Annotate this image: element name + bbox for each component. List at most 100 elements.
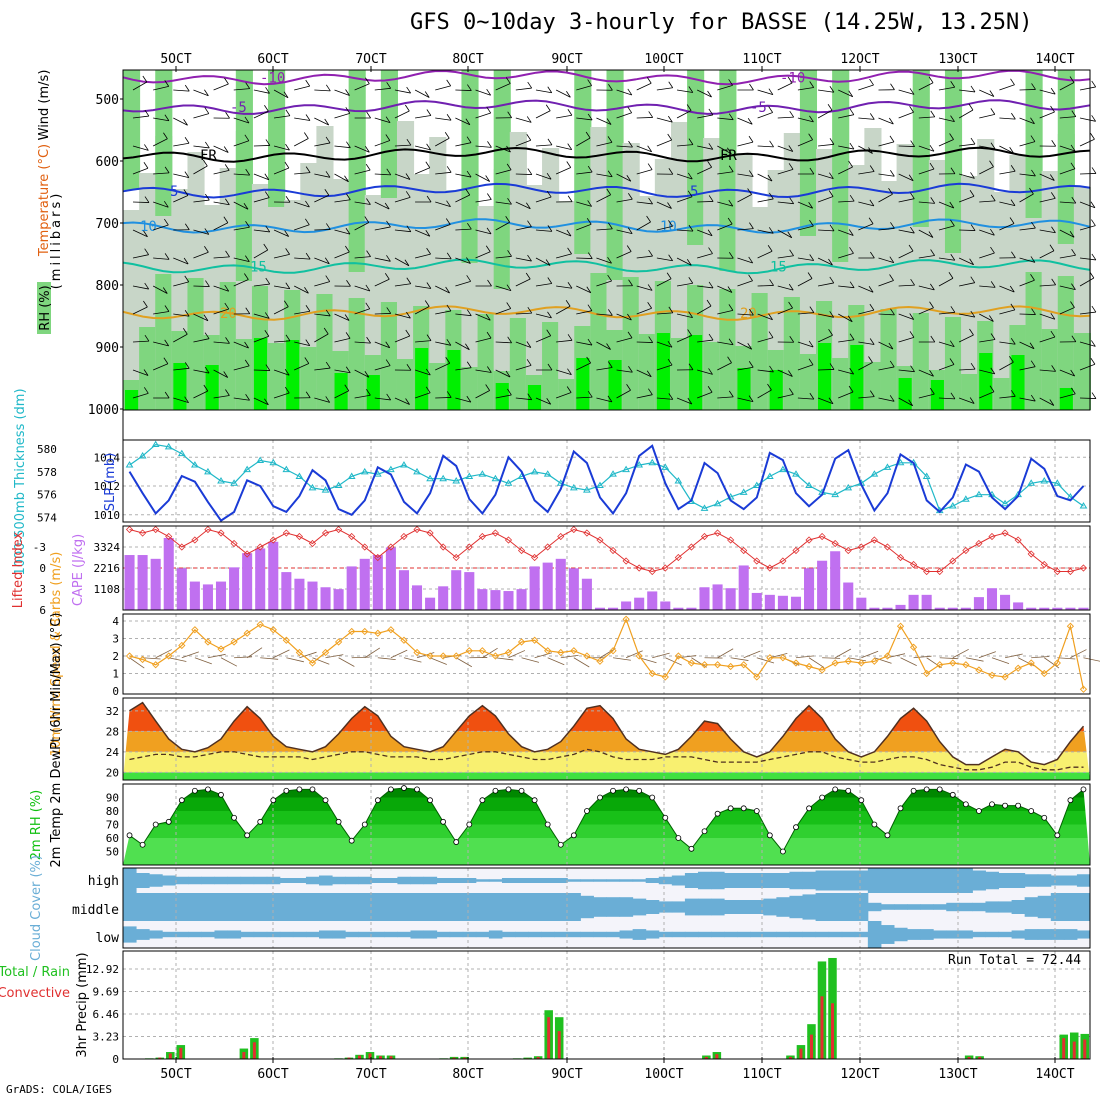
wind-barb [829,363,835,370]
li-point [531,553,539,562]
li-point [374,553,382,562]
wind-barb [132,81,148,91]
cloud-low-cell [397,931,411,938]
wind-barb [253,229,270,233]
cloud-high-cell [410,876,425,885]
rh-shade [123,210,141,410]
wind-barb [687,190,693,198]
cloud-low-cell [828,931,843,938]
wind-barb [861,650,879,659]
wind-barb [828,329,833,336]
wind-barb [556,285,573,289]
x-tick-label-bottom: 7OCT [355,1067,386,1082]
wind-barb [294,201,310,208]
wind-barb [737,257,753,264]
wind-barb [546,398,552,405]
cloud-middle-cell [959,902,973,912]
wind-barb [495,221,510,231]
wind-barb [918,229,934,238]
wind-barb [233,201,249,210]
wind-barb [506,163,512,171]
wind-barb [132,201,150,203]
wind-barb [495,255,512,259]
wind-barb [708,143,714,150]
cloud-low-cell [305,931,320,938]
wind-barb [929,144,935,152]
rh-shade [366,375,380,410]
wind-barb [668,168,674,175]
rh-shade [719,289,737,410]
wind-barb [1029,187,1034,195]
wind-barb [576,137,591,147]
wind-barb [475,251,491,259]
x-tick-label-top: 9OCT [551,52,582,67]
wind-barb [225,389,230,396]
wind-barb [345,227,351,235]
wind-barb [1090,358,1096,365]
wind-barb [768,106,773,113]
wind-speed-point [622,615,630,623]
wind-speed-point [727,662,735,671]
cloud-middle-cell [162,893,176,921]
wind-barb [386,82,392,89]
wind-barb [142,75,148,83]
wind10m-panel [123,614,1100,694]
rh-point [387,786,394,793]
wind-speed-point [883,652,892,660]
wind-barb [334,173,349,183]
wind-barb [132,306,148,315]
wind-barb [999,170,1016,175]
thickness-point [1001,499,1009,507]
li-point [243,550,251,558]
wind-barb [324,257,330,264]
wind-barb [950,167,956,174]
wind-barb [465,188,471,196]
cloud-middle-cell [253,893,268,921]
wind-barb [377,657,396,661]
wind-barb [1051,365,1056,372]
wind-barb [525,272,531,280]
cloud-low-cell [946,930,960,939]
wind-barb [1091,219,1096,226]
wind-barb [737,280,753,287]
wind-barb [535,110,551,119]
wind-barb [515,312,532,315]
rh-point [505,786,512,793]
wind-barb [728,165,734,172]
cloud-high-cell [436,878,451,883]
wind-barb [132,115,149,119]
wind-barb [515,201,531,210]
cloud-middle-cell [946,902,960,912]
panel-frame [122,525,1091,611]
wind-barb [889,274,894,281]
wind-barb [809,167,815,175]
wind-barb [535,397,551,405]
wind-barb [547,86,553,94]
precip-convective-bar [820,996,824,1059]
cape-bar [425,597,436,610]
wind-barb [314,313,331,317]
wind-barb [354,145,370,153]
wind-speed-point [348,627,356,636]
wind-speed-point [635,652,643,660]
wind-barb [475,313,491,321]
thickness-point [870,470,879,477]
wind-barb [809,81,815,88]
wind-barb [656,87,673,91]
cloud-high-cell [724,873,738,888]
wind-barb [455,341,470,351]
wind-barb [244,341,249,349]
cloud-low-cell [1050,929,1065,940]
wind-barb [475,145,492,148]
wind-barb [737,194,752,203]
wind-speed-point [818,666,826,674]
wind-barb [737,341,752,350]
li-tick-label: 3 [39,583,46,596]
wind-barb [913,655,932,659]
wind-barb [260,657,279,660]
wind-barb [990,194,996,202]
wind-barb [233,365,250,371]
wind-barb [475,112,491,119]
wind-barb [305,166,311,173]
cape-bar [699,587,710,610]
